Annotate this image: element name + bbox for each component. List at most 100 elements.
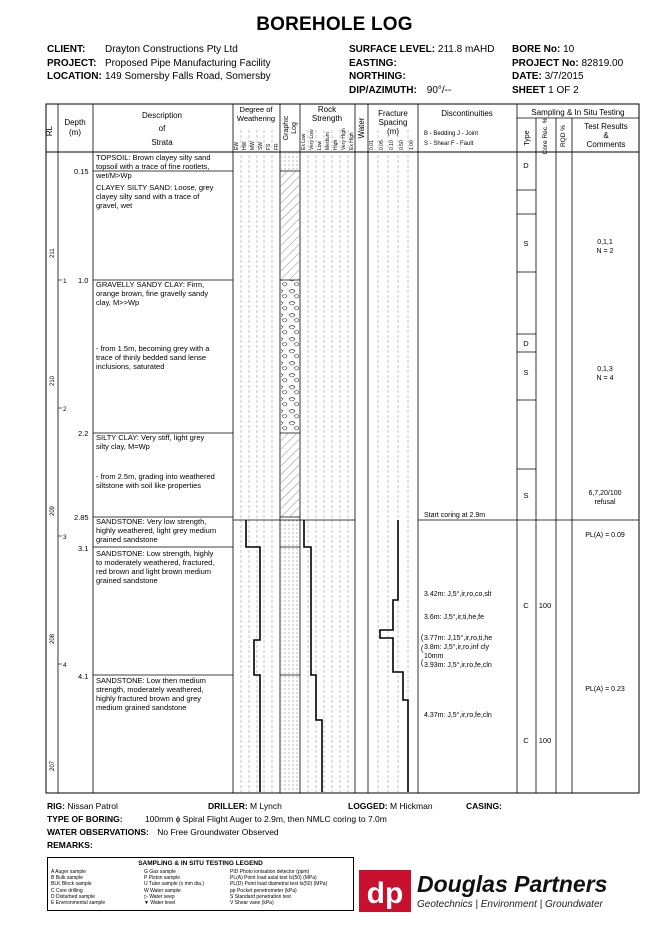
header-mid: SURFACE LEVEL: 211.8 mAHD EASTING: NORTH… <box>349 43 494 97</box>
legend-seep: ▷ Water seep <box>144 893 175 900</box>
disc-start-coring: Start coring at 2.9m <box>424 512 485 519</box>
brand-tagline: Geotechnics | Environment | Groundwater <box>417 899 603 910</box>
stratum-sst1-l3: grained sandstone <box>96 535 158 544</box>
disc-1: 3.42m: J,5°,ir,ro,co,slt <box>424 590 491 598</box>
disc-legend-1: B - Bedding J - Joint <box>424 131 478 137</box>
footer-logged: LOGGED: M Hickman <box>348 801 433 811</box>
test-1a: 0,1,1 <box>597 239 613 246</box>
depth-3: 3 <box>63 534 67 541</box>
strata-depth-7: 3.1 <box>78 544 88 553</box>
tick-very-low: Very Low <box>309 129 315 150</box>
stratum-topsoil-l1: TOPSOIL: Brown clayey silty sand <box>96 153 211 162</box>
legend-b: B Bulk sample <box>51 875 83 882</box>
test-3b: refusal <box>594 499 615 506</box>
col-fracture-header-1: Fracture <box>378 109 408 118</box>
surface-level-label: SURFACE LEVEL: <box>349 44 436 55</box>
tick-050: 0.50 <box>399 140 405 150</box>
stratum-sst1-l1: SANDSTONE: Very low strength, <box>96 517 206 526</box>
project-no-value: 82819.00 <box>581 57 624 69</box>
test-pl-1: PL(A) = 0.09 <box>585 532 625 539</box>
project-label: PROJECT: <box>47 57 97 69</box>
legend-v: V Shear vane (kPa) <box>230 900 274 907</box>
footer-casing: CASING: <box>466 801 502 811</box>
boring-value: 100mm ϕ Spiral Flight Auger to 2.9m, the… <box>144 814 387 824</box>
legend-blk: BLK Block sample <box>51 881 92 888</box>
sheet-value: 1 OF 2 <box>548 84 579 96</box>
legend-d: D Disturbed sample <box>51 893 95 900</box>
casing-label: CASING: <box>466 801 502 811</box>
col-desc-header-3: Strata <box>151 138 173 147</box>
graphic-topsoil <box>281 153 299 171</box>
col-type-header: Type <box>524 130 531 145</box>
test-results: 0,1,1 N = 2 0,1,3 N = 4 6,7,20/100 refus… <box>585 239 625 693</box>
depth-1: 1 <box>63 278 67 285</box>
sheet-label: SHEET <box>512 84 546 96</box>
rl-209: 209 <box>50 505 56 516</box>
legend-pla: PL(A) Point load axial test Is(50) (MPa) <box>230 875 317 882</box>
col-rqd-header: RQD % <box>560 125 567 147</box>
date-value: 3/7/2015 <box>544 71 584 82</box>
surface-level-value: 211.8 mAHD <box>437 44 495 55</box>
footer-remarks: REMARKS: <box>47 840 93 850</box>
tick-100: 1.00 <box>409 140 415 150</box>
graphic-sandstone <box>281 517 299 792</box>
strata-descriptions: TOPSOIL: Brown clayey silty sand topsoil… <box>95 153 216 712</box>
fracture-ticks: 0.01 0.05 0.10 0.50 1.00 <box>369 140 415 150</box>
dip-value: 90°/-- <box>426 84 452 96</box>
strata-depths: 0.15 1.0 2.2 2.85 3.1 4.1 <box>74 167 89 681</box>
test-3a: 6,7,20/100 <box>588 490 621 497</box>
tick-high: High <box>333 139 339 150</box>
stratum-sst3-l2: strength, moderately weathered, <box>96 685 204 694</box>
depth-ticks: 1 2 3 4 <box>63 278 67 669</box>
stratum-silty-l2: silty clay, M=Wp <box>96 442 150 451</box>
test-pl-2: PL(A) = 0.23 <box>585 686 625 693</box>
legend-w: W Water sample <box>144 887 181 894</box>
location-value: 149 Somersby Falls Road, Somersby <box>105 71 271 82</box>
core-rec-1: 100 <box>539 601 552 610</box>
tick-mw: MW <box>250 141 256 150</box>
tick-001: 0.01 <box>369 140 375 150</box>
col-weathering-header-1: Degree of <box>240 105 274 114</box>
stratum-topsoil-l2: topsoil with a trace of fine rootlets, <box>96 162 209 171</box>
strata-depth-8: 4.1 <box>78 672 88 681</box>
col-depth-header: Depth <box>64 118 85 127</box>
header-right: BORE No: 10 PROJECT No: 82819.00 DATE: 3… <box>512 43 623 97</box>
legend-pld: PL(D) Point load diametral test Is(50) (… <box>230 881 328 888</box>
stratum-topsoil-l3: wet/M>Wp <box>95 171 132 180</box>
client-label: CLIENT: <box>47 44 86 55</box>
location-label: LOCATION: <box>47 71 102 82</box>
sample-s2: S <box>523 368 528 377</box>
footer-boring: TYPE OF BORING: 100mm ϕ Spiral Flight Au… <box>47 814 387 824</box>
rl-ticks: 211 210 209 208 207 <box>50 248 56 771</box>
col-strength-header-2: Strength <box>312 114 342 123</box>
sample-s3: S <box>523 491 528 500</box>
stratum-note-1-l3: inclusions, saturated <box>96 362 164 371</box>
borehole-log-table: RL Depth (m) Description of Strata Degre… <box>45 103 640 794</box>
stratum-note-2-l1: - from 2.5m, grading into weathered <box>96 472 215 481</box>
sample-d1: D <box>523 161 529 170</box>
col-desc-header-1: Description <box>142 111 182 120</box>
tick-sw: SW <box>258 142 264 150</box>
col-fracture-header-3: (m) <box>387 127 399 136</box>
test-2b: N = 4 <box>597 375 614 382</box>
disc-3: 3.77m: J,15°,ir,ro,ti,he <box>424 634 492 642</box>
water-value: No Free Groundwater Observed <box>157 827 279 837</box>
driller-value: M Lynch <box>250 801 282 811</box>
stratum-sst2-l4: grained sandstone <box>96 576 158 585</box>
col-rl-header: RL <box>45 125 54 136</box>
easting-label: EASTING: <box>349 57 397 69</box>
disc-6: 4.37m: J,5°,ir,ro,fe,cln <box>424 711 492 719</box>
strata-depth-6: 2.85 <box>74 513 89 522</box>
disc-5: 3.93m: J,5°,ir,ro,fe,cln <box>424 661 492 669</box>
legend-u: U Tube sample (x mm dia.) <box>144 881 205 888</box>
col-core-rec-header: Core Rec. % <box>542 117 549 154</box>
stratum-gravelly-l2: orange brown, fine gravelly sandy <box>96 289 208 298</box>
disc-4a: 3.8m: J,5°,ir,ro,inf cly <box>424 643 490 651</box>
client-value: Drayton Constructions Pty Ltd <box>105 44 238 55</box>
legend-a: A Auger sample <box>51 869 87 875</box>
footer-water: WATER OBSERVATIONS: No Free Groundwater … <box>47 827 279 837</box>
sampling-legend: SAMPLING & IN SITU TESTING LEGEND A Auge… <box>47 857 354 911</box>
discontinuities: Start coring at 2.9m 3.42m: J,5°,ir,ro,c… <box>424 512 492 719</box>
tick-fs: FS <box>266 143 272 150</box>
legend-pid: PID Photo ionisation detector (ppm) <box>230 869 310 875</box>
